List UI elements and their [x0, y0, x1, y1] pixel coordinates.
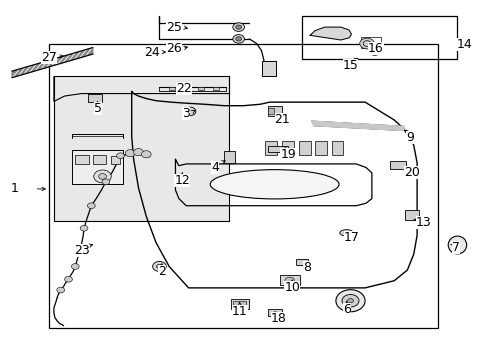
Ellipse shape	[335, 290, 365, 312]
Text: 2: 2	[158, 265, 165, 278]
Bar	[264, 141, 276, 155]
Circle shape	[76, 247, 84, 252]
Circle shape	[57, 287, 64, 293]
Text: 11: 11	[231, 305, 247, 318]
Text: 12: 12	[174, 174, 190, 187]
Circle shape	[285, 277, 294, 284]
Text: 18: 18	[270, 312, 286, 325]
Bar	[230, 298, 249, 309]
Bar	[314, 141, 326, 155]
Bar	[267, 146, 287, 152]
Circle shape	[94, 170, 111, 183]
Text: 6: 6	[342, 303, 350, 316]
Circle shape	[133, 149, 143, 156]
Text: 5: 5	[94, 102, 102, 115]
Ellipse shape	[341, 294, 358, 307]
Text: 16: 16	[367, 42, 383, 55]
Bar	[361, 37, 380, 48]
Circle shape	[363, 41, 370, 46]
Text: 4: 4	[211, 161, 219, 174]
Bar	[72, 150, 122, 184]
Text: 1: 1	[11, 183, 19, 195]
Text: 24: 24	[144, 46, 160, 59]
Text: 27: 27	[41, 51, 57, 64]
Circle shape	[359, 38, 373, 49]
Bar	[282, 141, 293, 155]
Circle shape	[102, 179, 110, 185]
Bar	[198, 87, 203, 90]
Circle shape	[156, 264, 162, 269]
Ellipse shape	[447, 236, 466, 254]
Bar	[331, 141, 343, 155]
Text: 25: 25	[166, 21, 182, 33]
Polygon shape	[12, 48, 93, 78]
Bar	[279, 275, 299, 285]
Ellipse shape	[210, 170, 338, 199]
Text: 19: 19	[280, 148, 296, 161]
Circle shape	[232, 35, 244, 43]
Bar	[75, 155, 89, 164]
Text: 14: 14	[455, 39, 471, 51]
Circle shape	[152, 261, 166, 271]
Bar	[267, 106, 282, 116]
Text: 9: 9	[405, 131, 413, 144]
Text: 13: 13	[415, 216, 430, 229]
Bar	[93, 155, 106, 164]
Circle shape	[235, 25, 241, 29]
Text: 7: 7	[451, 241, 459, 255]
Polygon shape	[311, 121, 405, 131]
Text: 15: 15	[342, 59, 358, 72]
Text: 8: 8	[302, 261, 310, 274]
Circle shape	[71, 264, 79, 269]
Bar	[224, 152, 234, 163]
Text: 17: 17	[343, 231, 359, 244]
Bar	[295, 258, 307, 265]
Bar	[169, 87, 175, 90]
Circle shape	[371, 49, 377, 53]
Circle shape	[368, 46, 380, 55]
Text: 21: 21	[274, 113, 290, 126]
Polygon shape	[309, 27, 351, 40]
Circle shape	[125, 150, 135, 157]
Text: 23: 23	[74, 244, 89, 257]
Bar	[298, 141, 310, 155]
Circle shape	[80, 225, 88, 231]
Bar	[88, 94, 102, 102]
Bar	[54, 76, 228, 221]
Text: 20: 20	[404, 166, 419, 179]
Bar	[232, 301, 246, 308]
Circle shape	[64, 276, 72, 282]
Circle shape	[99, 174, 106, 179]
Circle shape	[87, 203, 95, 208]
Bar	[267, 108, 273, 113]
Bar	[261, 62, 276, 76]
Circle shape	[116, 153, 124, 158]
Circle shape	[141, 151, 151, 158]
Ellipse shape	[339, 230, 353, 236]
Bar	[267, 309, 282, 316]
Bar	[404, 210, 418, 220]
Bar	[111, 156, 119, 164]
Bar	[183, 87, 189, 90]
Text: 26: 26	[166, 42, 182, 55]
Ellipse shape	[347, 298, 353, 303]
Bar	[49, 44, 437, 328]
Text: 22: 22	[176, 82, 191, 95]
Circle shape	[235, 37, 241, 41]
Circle shape	[232, 23, 244, 31]
Bar	[389, 161, 405, 169]
Text: 10: 10	[284, 282, 300, 294]
Circle shape	[184, 107, 196, 116]
Bar	[301, 16, 457, 59]
Text: 3: 3	[182, 107, 190, 120]
Bar	[212, 87, 218, 90]
